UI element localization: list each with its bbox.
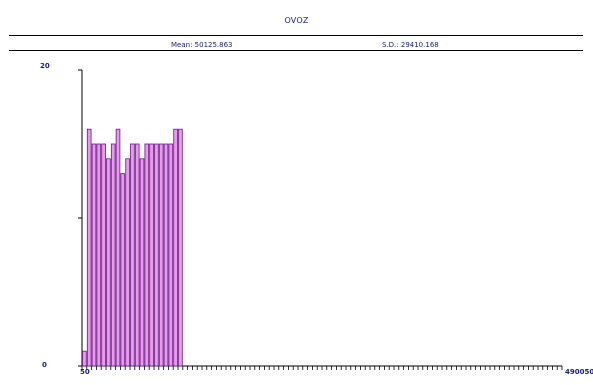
chart-title: OVOZ xyxy=(284,16,309,25)
x-tick-label-min: 50 xyxy=(80,368,90,376)
histogram-bar-3 xyxy=(96,143,102,367)
stats-divider xyxy=(9,50,583,51)
histogram-bar-11 xyxy=(134,143,140,367)
histogram-bar-19 xyxy=(173,128,178,367)
histogram-bar-4 xyxy=(101,143,106,367)
title-divider xyxy=(9,35,583,36)
histogram-bar-18 xyxy=(168,143,174,367)
sd-label: S.D.: 29410.168 xyxy=(382,41,439,49)
histogram-bar-12 xyxy=(139,158,145,367)
histogram-bar-9 xyxy=(125,158,130,367)
y-tick-label-min: 0 xyxy=(42,361,47,369)
histogram-bar-20 xyxy=(178,128,183,367)
histogram-bar-5 xyxy=(106,158,111,367)
mean-label: Mean: 50125.863 xyxy=(171,41,233,49)
histogram-bar-17 xyxy=(163,143,169,367)
histogram-bar-1 xyxy=(86,128,92,367)
histogram-bar-8 xyxy=(120,173,126,367)
histogram-bar-2 xyxy=(91,143,97,367)
histogram-bar-6 xyxy=(110,143,116,367)
histogram-bar-10 xyxy=(130,143,135,367)
y-tick-label-max: 20 xyxy=(40,62,50,70)
histogram-bar-14 xyxy=(149,143,154,367)
histogram-bar-15 xyxy=(154,143,159,367)
histogram-bar-16 xyxy=(158,143,164,367)
histogram-bar-13 xyxy=(144,143,150,367)
histogram-bar-7 xyxy=(115,128,121,367)
histogram-bar-0 xyxy=(82,350,87,367)
x-tick-label-max: 490050 xyxy=(565,368,593,376)
